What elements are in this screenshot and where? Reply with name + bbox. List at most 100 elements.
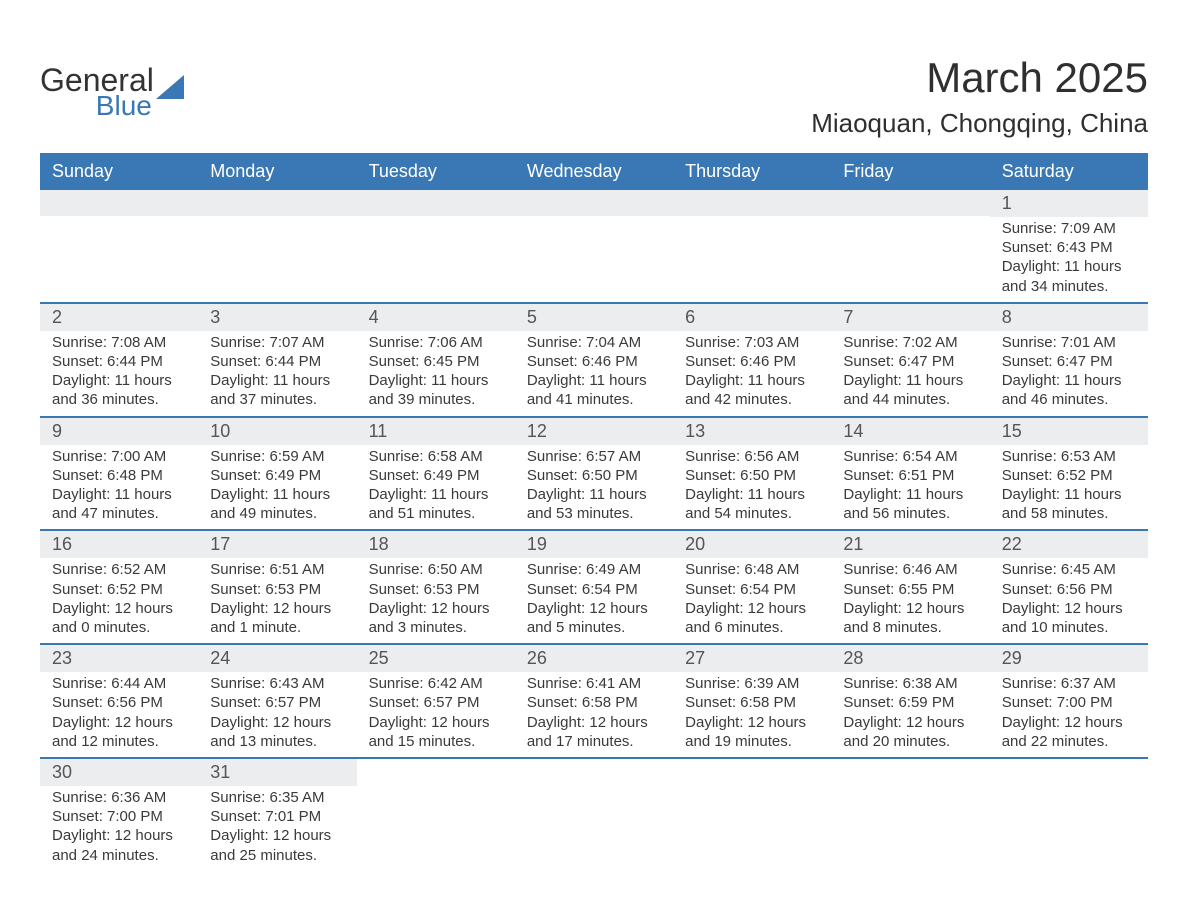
sunset-line: Sunset: 6:58 PM bbox=[527, 693, 667, 712]
sunset-line: Sunset: 6:46 PM bbox=[527, 352, 667, 371]
weekday-header: Friday bbox=[831, 153, 989, 190]
sunset-line: Sunset: 6:49 PM bbox=[369, 466, 509, 485]
sunrise-line: Sunrise: 6:56 AM bbox=[685, 447, 825, 466]
sunrise-line: Sunrise: 7:00 AM bbox=[52, 447, 192, 466]
daylight-line-2: and 58 minutes. bbox=[1002, 504, 1142, 523]
calendar-day-cell: 22Sunrise: 6:45 AMSunset: 6:56 PMDayligh… bbox=[990, 531, 1148, 643]
day-number: 30 bbox=[40, 759, 198, 786]
daylight-line-1: Daylight: 11 hours bbox=[369, 485, 509, 504]
sunset-line: Sunset: 6:50 PM bbox=[685, 466, 825, 485]
day-details: Sunrise: 7:04 AMSunset: 6:46 PMDaylight:… bbox=[515, 333, 673, 410]
daylight-line-1: Daylight: 11 hours bbox=[210, 371, 350, 390]
calendar-day-cell: 13Sunrise: 6:56 AMSunset: 6:50 PMDayligh… bbox=[673, 418, 831, 530]
day-number: 21 bbox=[831, 531, 989, 558]
sunrise-line: Sunrise: 6:36 AM bbox=[52, 788, 192, 807]
day-details: Sunrise: 7:06 AMSunset: 6:45 PMDaylight:… bbox=[357, 333, 515, 410]
daylight-line-1: Daylight: 11 hours bbox=[685, 371, 825, 390]
logo: General Blue bbox=[40, 64, 184, 120]
daylight-line-1: Daylight: 11 hours bbox=[1002, 485, 1142, 504]
day-details: Sunrise: 6:44 AMSunset: 6:56 PMDaylight:… bbox=[40, 674, 198, 751]
day-details: Sunrise: 6:38 AMSunset: 6:59 PMDaylight:… bbox=[831, 674, 989, 751]
daylight-line-1: Daylight: 12 hours bbox=[210, 599, 350, 618]
calendar-day-cell: 9Sunrise: 7:00 AMSunset: 6:48 PMDaylight… bbox=[40, 418, 198, 530]
sunset-line: Sunset: 6:44 PM bbox=[52, 352, 192, 371]
daylight-line-1: Daylight: 12 hours bbox=[369, 599, 509, 618]
day-details: Sunrise: 6:35 AMSunset: 7:01 PMDaylight:… bbox=[198, 788, 356, 865]
calendar-day-cell: 16Sunrise: 6:52 AMSunset: 6:52 PMDayligh… bbox=[40, 531, 198, 643]
day-details: Sunrise: 6:42 AMSunset: 6:57 PMDaylight:… bbox=[357, 674, 515, 751]
daylight-line-2: and 44 minutes. bbox=[843, 390, 983, 409]
day-details: Sunrise: 6:56 AMSunset: 6:50 PMDaylight:… bbox=[673, 447, 831, 524]
daylight-line-2: and 42 minutes. bbox=[685, 390, 825, 409]
day-details: Sunrise: 6:58 AMSunset: 6:49 PMDaylight:… bbox=[357, 447, 515, 524]
sunrise-line: Sunrise: 6:58 AM bbox=[369, 447, 509, 466]
weekday-header: Tuesday bbox=[357, 153, 515, 190]
day-number: 7 bbox=[831, 304, 989, 331]
daylight-line-1: Daylight: 11 hours bbox=[527, 485, 667, 504]
calendar-week-row: 9Sunrise: 7:00 AMSunset: 6:48 PMDaylight… bbox=[40, 418, 1148, 532]
calendar-day-cell: 3Sunrise: 7:07 AMSunset: 6:44 PMDaylight… bbox=[198, 304, 356, 416]
calendar-body: 1Sunrise: 7:09 AMSunset: 6:43 PMDaylight… bbox=[40, 190, 1148, 871]
daylight-line-1: Daylight: 12 hours bbox=[52, 826, 192, 845]
day-details: Sunrise: 7:02 AMSunset: 6:47 PMDaylight:… bbox=[831, 333, 989, 410]
sunrise-line: Sunrise: 7:03 AM bbox=[685, 333, 825, 352]
day-number: 22 bbox=[990, 531, 1148, 558]
daylight-line-2: and 5 minutes. bbox=[527, 618, 667, 637]
daylight-line-1: Daylight: 11 hours bbox=[1002, 371, 1142, 390]
calendar-empty-cell bbox=[831, 190, 989, 302]
sunrise-line: Sunrise: 6:45 AM bbox=[1002, 560, 1142, 579]
day-number: 3 bbox=[198, 304, 356, 331]
day-details: Sunrise: 7:03 AMSunset: 6:46 PMDaylight:… bbox=[673, 333, 831, 410]
daylight-line-1: Daylight: 11 hours bbox=[685, 485, 825, 504]
daylight-line-1: Daylight: 12 hours bbox=[52, 713, 192, 732]
daylight-line-2: and 17 minutes. bbox=[527, 732, 667, 751]
day-number: 2 bbox=[40, 304, 198, 331]
sunset-line: Sunset: 6:49 PM bbox=[210, 466, 350, 485]
sunrise-line: Sunrise: 6:51 AM bbox=[210, 560, 350, 579]
sunset-line: Sunset: 6:54 PM bbox=[685, 580, 825, 599]
weekday-header: Wednesday bbox=[515, 153, 673, 190]
daylight-line-1: Daylight: 12 hours bbox=[52, 599, 192, 618]
empty-day-bar bbox=[357, 190, 515, 216]
calendar-day-cell: 12Sunrise: 6:57 AMSunset: 6:50 PMDayligh… bbox=[515, 418, 673, 530]
daylight-line-2: and 19 minutes. bbox=[685, 732, 825, 751]
page-title: March 2025 bbox=[811, 54, 1148, 102]
calendar-day-cell: 14Sunrise: 6:54 AMSunset: 6:51 PMDayligh… bbox=[831, 418, 989, 530]
day-details: Sunrise: 6:39 AMSunset: 6:58 PMDaylight:… bbox=[673, 674, 831, 751]
sunrise-line: Sunrise: 6:54 AM bbox=[843, 447, 983, 466]
day-number: 11 bbox=[357, 418, 515, 445]
daylight-line-1: Daylight: 12 hours bbox=[685, 599, 825, 618]
day-details: Sunrise: 6:51 AMSunset: 6:53 PMDaylight:… bbox=[198, 560, 356, 637]
day-number: 1 bbox=[990, 190, 1148, 217]
daylight-line-2: and 20 minutes. bbox=[843, 732, 983, 751]
calendar-day-cell: 1Sunrise: 7:09 AMSunset: 6:43 PMDaylight… bbox=[990, 190, 1148, 302]
sunset-line: Sunset: 6:45 PM bbox=[369, 352, 509, 371]
day-number: 27 bbox=[673, 645, 831, 672]
sunset-line: Sunset: 6:50 PM bbox=[527, 466, 667, 485]
day-details: Sunrise: 7:00 AMSunset: 6:48 PMDaylight:… bbox=[40, 447, 198, 524]
sunrise-line: Sunrise: 6:43 AM bbox=[210, 674, 350, 693]
sunset-line: Sunset: 6:56 PM bbox=[1002, 580, 1142, 599]
sunrise-line: Sunrise: 6:49 AM bbox=[527, 560, 667, 579]
sunset-line: Sunset: 6:58 PM bbox=[685, 693, 825, 712]
sunset-line: Sunset: 7:00 PM bbox=[52, 807, 192, 826]
day-details: Sunrise: 7:09 AMSunset: 6:43 PMDaylight:… bbox=[990, 219, 1148, 296]
day-number: 23 bbox=[40, 645, 198, 672]
day-details: Sunrise: 6:53 AMSunset: 6:52 PMDaylight:… bbox=[990, 447, 1148, 524]
day-details: Sunrise: 7:07 AMSunset: 6:44 PMDaylight:… bbox=[198, 333, 356, 410]
daylight-line-2: and 53 minutes. bbox=[527, 504, 667, 523]
sunset-line: Sunset: 6:52 PM bbox=[52, 580, 192, 599]
day-details: Sunrise: 6:45 AMSunset: 6:56 PMDaylight:… bbox=[990, 560, 1148, 637]
daylight-line-1: Daylight: 12 hours bbox=[685, 713, 825, 732]
sunset-line: Sunset: 6:46 PM bbox=[685, 352, 825, 371]
daylight-line-2: and 39 minutes. bbox=[369, 390, 509, 409]
day-number: 29 bbox=[990, 645, 1148, 672]
sunrise-line: Sunrise: 6:46 AM bbox=[843, 560, 983, 579]
sunrise-line: Sunrise: 6:53 AM bbox=[1002, 447, 1142, 466]
sunset-line: Sunset: 7:00 PM bbox=[1002, 693, 1142, 712]
header: General Blue March 2025 Miaoquan, Chongq… bbox=[40, 54, 1148, 139]
sunrise-line: Sunrise: 7:09 AM bbox=[1002, 219, 1142, 238]
calendar-day-cell: 31Sunrise: 6:35 AMSunset: 7:01 PMDayligh… bbox=[198, 759, 356, 871]
daylight-line-2: and 22 minutes. bbox=[1002, 732, 1142, 751]
daylight-line-2: and 8 minutes. bbox=[843, 618, 983, 637]
